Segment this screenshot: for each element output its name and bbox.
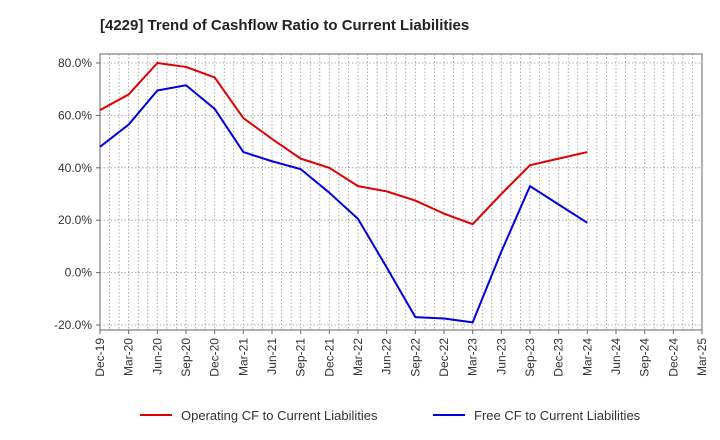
x-tick-label: Jun-23	[494, 338, 508, 375]
x-tick-label: Sep-21	[294, 338, 308, 377]
x-tick-label: Dec-24	[666, 338, 680, 377]
x-tick-label: Dec-22	[437, 338, 451, 377]
y-tick-label: 0.0%	[65, 266, 93, 280]
series-lines	[99, 62, 588, 324]
x-tick-label: Sep-22	[408, 338, 422, 377]
x-tick-label: Mar-24	[580, 338, 594, 376]
x-tick-label: Dec-19	[93, 338, 107, 377]
x-tick-label: Jun-24	[609, 338, 623, 375]
x-tick-label: Mar-23	[466, 338, 480, 376]
y-axis-ticks: 80.0% 60.0% 40.0% 20.0% 0.0% -20.0%	[54, 56, 100, 332]
x-tick-label: Jun-20	[150, 338, 164, 375]
legend-label-operating-cf: Operating CF to Current Liabilities	[181, 408, 378, 423]
series-line-operating-cf	[99, 62, 588, 226]
x-tick-label: Dec-23	[552, 338, 566, 377]
chart-title: [4229] Trend of Cashflow Ratio to Curren…	[100, 17, 469, 34]
legend-label-free-cf: Free CF to Current Liabilities	[474, 408, 641, 423]
x-tick-label: Mar-22	[351, 338, 365, 376]
grid-lines	[100, 54, 702, 330]
x-tick-label: Mar-20	[122, 338, 136, 376]
y-tick-label: 60.0%	[58, 108, 92, 122]
y-tick-label: 80.0%	[58, 56, 92, 70]
y-tick-label: 40.0%	[58, 161, 92, 175]
y-tick-label: 20.0%	[58, 213, 92, 227]
series-line-free-cf	[99, 84, 588, 324]
x-tick-label: Sep-20	[179, 338, 193, 377]
legend: Operating CF to Current Liabilities Free…	[140, 408, 641, 423]
x-tick-label: Jun-22	[380, 338, 394, 375]
x-tick-label: Dec-21	[322, 338, 336, 377]
plot-area	[99, 53, 703, 331]
y-tick-label: -20.0%	[54, 318, 92, 332]
x-tick-label: Dec-20	[208, 338, 222, 377]
x-tick-label: Sep-23	[523, 338, 537, 377]
x-tick-label: Mar-21	[236, 338, 250, 376]
x-axis-ticks: Dec-19 Mar-20 Jun-20 Sep-20 Dec-20 Mar-21 Jun-…	[93, 330, 709, 377]
x-tick-label: Mar-25	[695, 338, 709, 376]
x-tick-label: Sep-24	[638, 338, 652, 377]
x-tick-label: Jun-21	[265, 338, 279, 375]
